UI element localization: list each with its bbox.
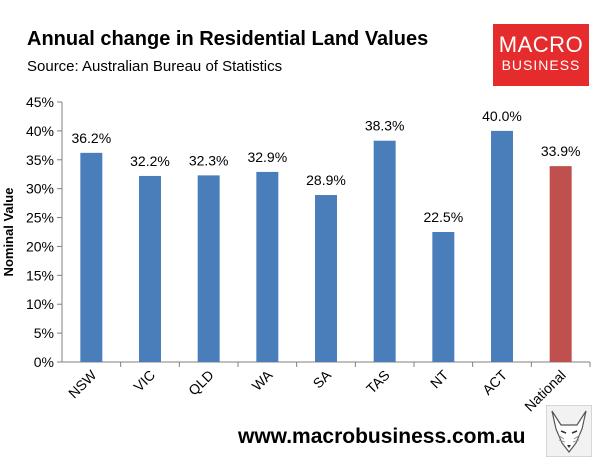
- data-label: 33.9%: [541, 143, 581, 159]
- bar: [197, 175, 220, 362]
- y-tick-label: 35%: [26, 152, 54, 168]
- bar: [549, 166, 572, 362]
- bar: [80, 152, 103, 362]
- x-tick-label: TAS: [363, 367, 393, 397]
- x-tick-label: SA: [310, 366, 335, 391]
- y-tick-label: 20%: [26, 238, 54, 254]
- data-label: 40.0%: [482, 108, 522, 124]
- macrobusiness-logo: MACRO BUSINESS: [493, 24, 589, 86]
- x-tick-label: WA: [249, 366, 276, 393]
- data-label: 36.2%: [71, 130, 111, 146]
- y-tick-label: 5%: [34, 325, 54, 341]
- logo-line-2: BUSINESS: [501, 57, 581, 73]
- logo-line-1: MACRO: [498, 32, 584, 57]
- bar: [315, 195, 337, 362]
- y-tick-label: 40%: [26, 123, 54, 139]
- data-label: 32.9%: [247, 149, 287, 165]
- x-tick-label: VIC: [130, 367, 158, 395]
- data-label: 38.3%: [365, 118, 405, 134]
- bar: [373, 140, 396, 362]
- y-tick-label: 10%: [26, 296, 54, 312]
- chart-subtitle: Source: Australian Bureau of Statistics: [27, 58, 283, 75]
- x-tick-label: QLD: [185, 367, 217, 399]
- y-axis-title: Nominal Value: [1, 188, 16, 277]
- y-tick-label: 45%: [26, 94, 54, 110]
- data-label: 28.9%: [306, 172, 346, 188]
- y-tick-label: 15%: [26, 267, 54, 283]
- chart-title: Annual change in Residential Land Values: [27, 28, 429, 50]
- x-tick-label: NT: [427, 366, 452, 391]
- x-tick-label: ACT: [479, 366, 510, 397]
- fox-icon: [546, 405, 592, 457]
- y-tick-label: 0%: [34, 354, 54, 370]
- data-label: 22.5%: [423, 209, 463, 225]
- bar: [256, 171, 279, 362]
- y-tick-label: 30%: [26, 181, 54, 197]
- website-url: www.macrobusiness.com.au: [238, 425, 526, 448]
- bar: [491, 130, 513, 362]
- x-tick-label: NSW: [65, 366, 100, 401]
- bar: [139, 175, 161, 362]
- y-tick-label: 25%: [26, 210, 54, 226]
- data-label: 32.2%: [130, 153, 170, 169]
- bar: [432, 232, 455, 362]
- data-label: 32.3%: [189, 152, 229, 168]
